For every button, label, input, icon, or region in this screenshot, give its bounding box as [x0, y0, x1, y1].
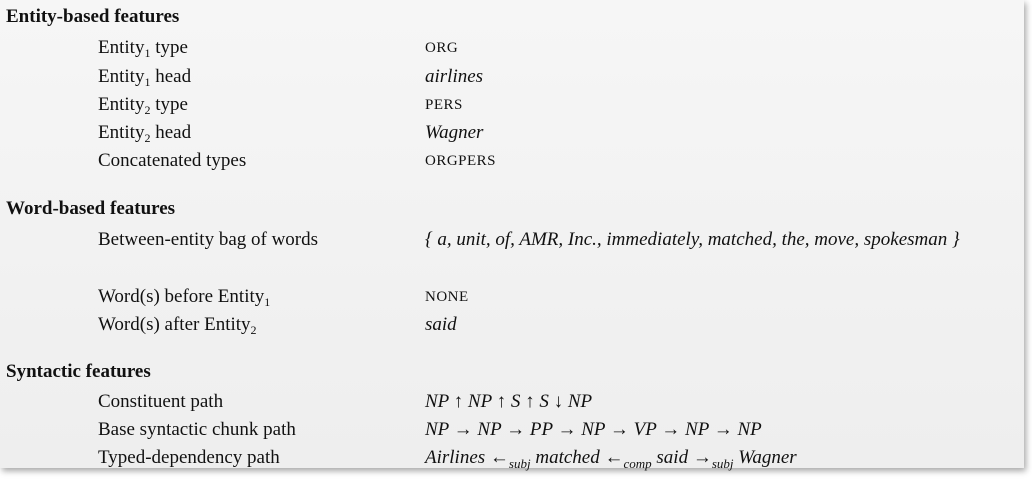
- row-label-entity2-head: Entity2 head: [98, 122, 192, 145]
- row-label-words-after: Word(s) after Entity2: [98, 314, 257, 337]
- row-label-constituent-path: Constituent path: [98, 391, 224, 412]
- section-title-entity: Entity-based features: [6, 6, 180, 27]
- row-value-words-after: said: [425, 314, 457, 335]
- row-value-constituent-path: NP ↑ NP ↑ S ↑ S ↓ NP: [425, 391, 593, 412]
- row-label-concatenated-types: Concatenated types: [98, 150, 247, 171]
- row-value-entity2-type: PERS: [425, 97, 463, 113]
- row-label-entity1-type: Entity1 type: [98, 37, 188, 60]
- row-label-words-before: Word(s) before Entity1: [98, 286, 271, 309]
- row-label-bag-of-words: Between-entity bag of words: [98, 229, 319, 250]
- row-label-chunk-path: Base syntactic chunk path: [98, 419, 296, 440]
- row-label-dependency-path: Typed-dependency path: [98, 447, 280, 468]
- row-label-entity2-type: Entity2 type: [98, 94, 188, 117]
- row-value-chunk-path: NP → NP → PP → NP → VP → NP → NP: [425, 419, 762, 440]
- row-value-dependency-path: Airlines ←subj matched ←comp said →subj …: [425, 447, 797, 471]
- row-value-entity1-head: airlines: [425, 66, 484, 87]
- row-value-bag-of-words: { a, unit, of, AMR, Inc., immediately, m…: [425, 229, 960, 250]
- row-value-words-before: NONE: [425, 289, 469, 305]
- row-value-entity2-head: Wagner: [425, 122, 484, 143]
- row-value-concatenated-types: ORGPERS: [425, 153, 497, 169]
- feature-table: Entity-based features Entity1 type ORG E…: [0, 0, 1024, 471]
- section-title-word: Word-based features: [6, 198, 176, 219]
- row-value-entity1-type: ORG: [425, 40, 459, 56]
- row-label-entity1-head: Entity1 head: [98, 66, 192, 89]
- section-title-syntactic: Syntactic features: [6, 361, 151, 382]
